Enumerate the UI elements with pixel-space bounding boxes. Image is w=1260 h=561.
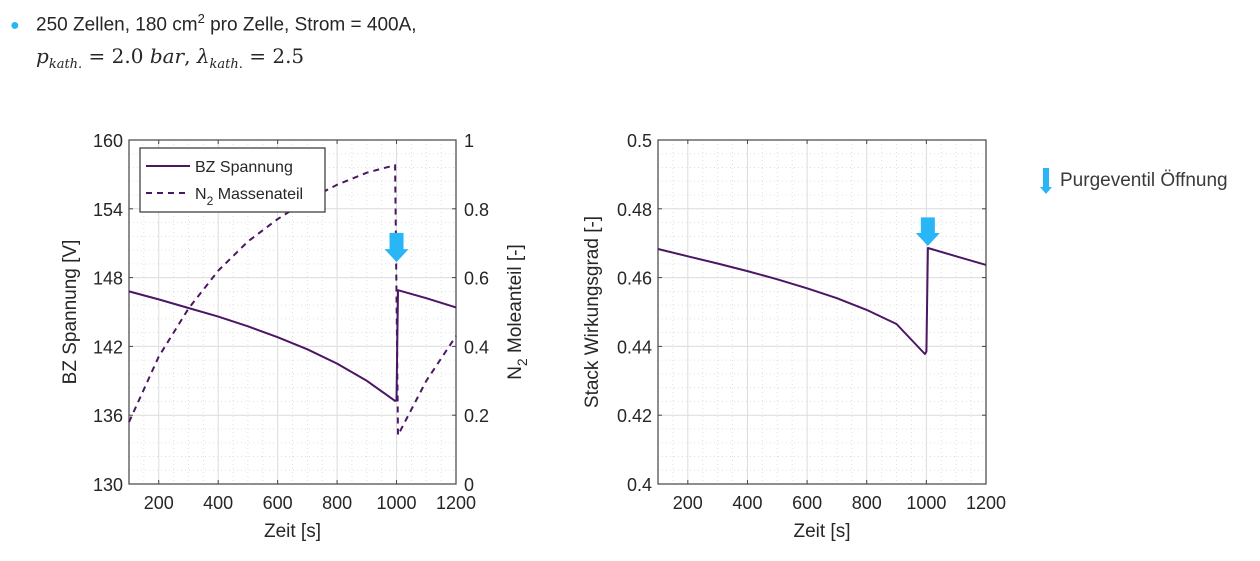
y-tick-label: 136 xyxy=(93,406,123,426)
y-right-tick-label: 0.2 xyxy=(464,406,489,426)
y-right-tick-label: 0.4 xyxy=(464,337,489,357)
x-tick-label: 400 xyxy=(203,493,233,513)
formula-lambda-value: = 2.5 xyxy=(242,44,305,68)
formula-p-value: = 2.0 xyxy=(82,44,150,68)
legend-label-main: N xyxy=(195,186,207,203)
y-right-tick-label: 0.6 xyxy=(464,269,489,289)
purge-arrow-head xyxy=(384,249,409,263)
y-tick-label: 0.44 xyxy=(617,337,652,357)
x-tick-label: 1000 xyxy=(906,493,946,513)
series-line-bz-spannung xyxy=(128,289,457,402)
purge-legend: Purgeventil Öffnung xyxy=(1040,168,1228,194)
x-tick-label: 400 xyxy=(732,493,762,513)
legend-label-main: BZ Spannung xyxy=(195,159,293,176)
bullet-text-pre: 250 Zellen, 180 cm xyxy=(36,14,198,36)
formula-p-symbol: p xyxy=(36,44,49,68)
formula-lambda-sub: kath. xyxy=(209,57,243,72)
y-tick-label: 0.48 xyxy=(617,200,652,220)
y-axis-label: BZ Spannung [V] xyxy=(60,240,81,385)
legend-label-rest: Massenateil xyxy=(213,186,303,203)
y-right-label-main: N xyxy=(505,366,526,380)
x-tick-label: 800 xyxy=(322,493,352,513)
legend-label: N2 Massenateil xyxy=(195,186,303,208)
x-tick-label: 600 xyxy=(263,493,293,513)
y-tick-label: 160 xyxy=(93,131,123,151)
bullet-text-post: pro Zelle, Strom = 400A, xyxy=(204,14,417,36)
purge-legend-label: Purgeventil Öffnung xyxy=(1060,170,1228,192)
y-tick-label: 0.5 xyxy=(627,131,652,151)
purge-arrow-shaft xyxy=(920,217,935,234)
efficiency-chart: 200 400 600 800 1000 1200 0.4 0.42 0.44 0.46 0.48 0… xyxy=(582,131,1006,542)
x-axis-label: Zeit [s] xyxy=(793,521,850,542)
legend-label-sub: 2 xyxy=(207,194,214,208)
y-tick-label: 0.4 xyxy=(627,475,652,495)
x-tick-label: 200 xyxy=(144,493,174,513)
x-axis-label: Zeit [s] xyxy=(264,521,321,542)
bullet-sup: 2 xyxy=(197,11,205,26)
y-right-label-sub: 2 xyxy=(514,358,530,366)
y-tick-label: 148 xyxy=(93,269,123,289)
legend-label: BZ Spannung xyxy=(195,159,293,176)
formula-sep: , xyxy=(184,44,197,68)
x-tick-label: 200 xyxy=(673,493,703,513)
bullet-icon: ● xyxy=(10,17,20,35)
axes-box xyxy=(128,139,457,485)
axes-box xyxy=(657,139,987,485)
y-right-axis-label: N2 Moleanteil [-] xyxy=(505,244,530,380)
parameter-bullet: ● 250 Zellen, 180 cm2 pro Zelle, Strom = … xyxy=(10,11,417,36)
formula-lambda-symbol: λ xyxy=(196,44,210,68)
series-line-n2-massenateil xyxy=(128,164,457,437)
y-right-tick-label: 0.8 xyxy=(464,200,489,220)
legend-box xyxy=(139,147,326,213)
formula-line: pkath. = 2.0 bar, λkath. = 2.5 xyxy=(36,44,304,72)
y-tick-label: 142 xyxy=(93,337,123,357)
y-right-tick-label: 1 xyxy=(464,131,474,151)
voltage-n2-chart: 200 400 600 800 1000 1200 130 136 142 148 154 160 0 0… xyxy=(60,131,530,542)
x-tick-label: 600 xyxy=(792,493,822,513)
x-tick-label: 800 xyxy=(852,493,882,513)
purge-arrow-head xyxy=(915,232,940,246)
y-right-label-rest: Moleanteil [-] xyxy=(505,244,526,358)
series-line-stack-wirkungsgrad xyxy=(657,247,987,355)
down-arrow-icon xyxy=(1040,168,1052,194)
x-tick-label: 1200 xyxy=(436,493,476,513)
y-tick-label: 130 xyxy=(93,475,123,495)
x-tick-label: 1000 xyxy=(377,493,417,513)
purge-arrow-shaft xyxy=(389,232,404,251)
y-tick-label: 0.46 xyxy=(617,269,652,289)
formula-p-sub: kath. xyxy=(48,57,83,72)
formula-p-unit: bar xyxy=(149,44,185,68)
y-axis-label: Stack Wirkungsgrad [-] xyxy=(582,216,603,408)
y-tick-label: 0.42 xyxy=(617,406,652,426)
x-tick-label: 1200 xyxy=(966,493,1006,513)
y-right-tick-label: 0 xyxy=(464,475,474,495)
y-tick-label: 154 xyxy=(93,200,123,220)
